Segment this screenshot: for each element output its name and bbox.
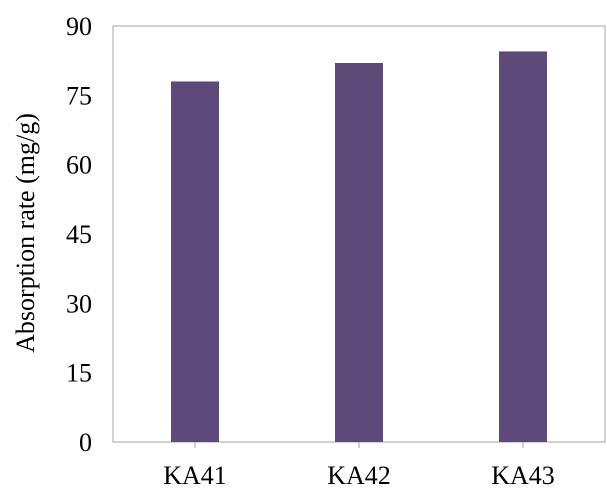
y-tick-label: 45 — [66, 220, 92, 249]
bar-ka41 — [171, 81, 219, 442]
y-tick-label: 30 — [66, 289, 92, 318]
x-tick-label: KA43 — [491, 461, 555, 490]
x-axis: KA41 KA42 KA43 — [163, 442, 555, 490]
y-tick-label: 90 — [66, 12, 92, 41]
bar-ka43 — [499, 51, 547, 443]
y-tick-label: 60 — [66, 151, 92, 180]
y-axis-title: Absorption rate (mg/g) — [11, 113, 40, 353]
x-tick-label: KA42 — [327, 461, 391, 490]
bar-ka42 — [335, 62, 383, 442]
y-tick-label: 75 — [66, 81, 92, 110]
x-tick-label: KA41 — [163, 461, 227, 490]
y-tick-label: 15 — [66, 359, 92, 388]
y-axis: 0 15 30 45 60 75 90 — [66, 12, 92, 457]
y-tick-label: 0 — [79, 428, 92, 457]
bars — [171, 51, 547, 443]
